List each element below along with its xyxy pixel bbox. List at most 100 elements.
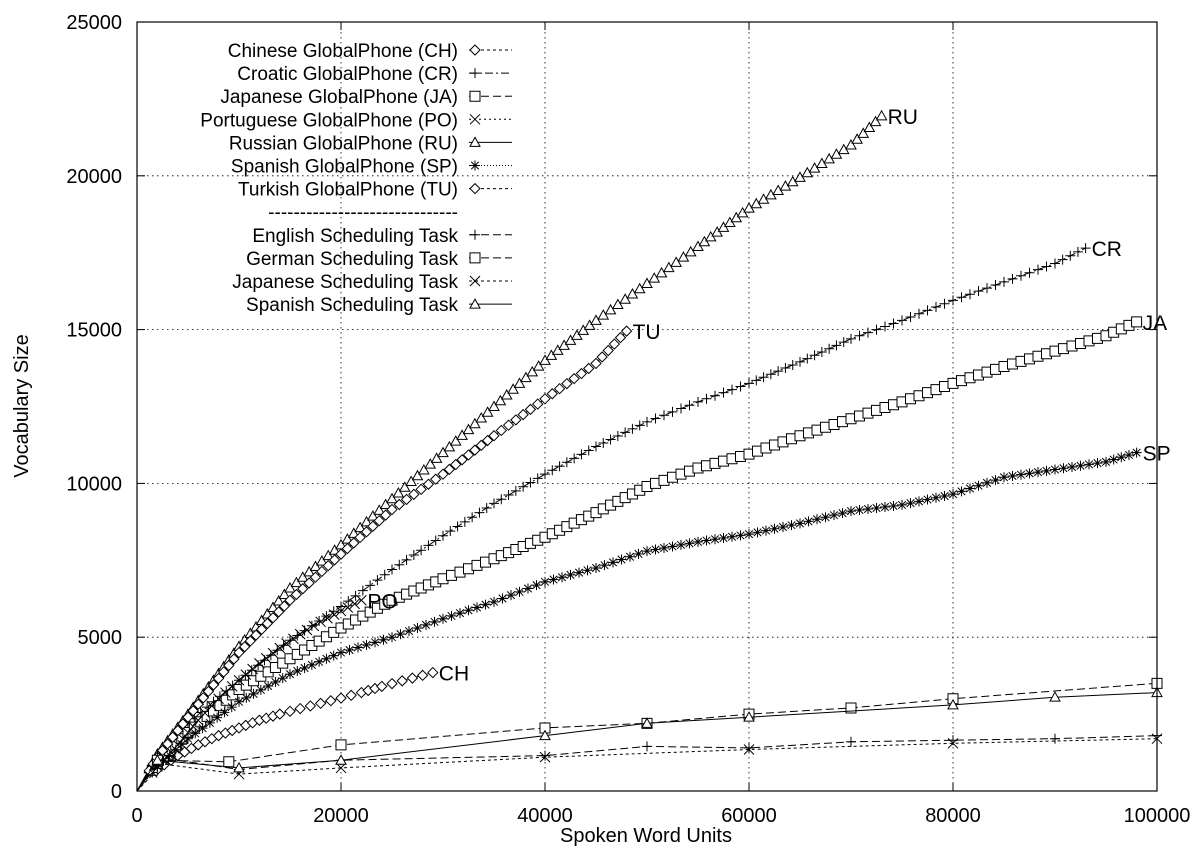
data-marker [956,292,967,303]
data-marker [591,562,601,573]
legend-marker [469,136,481,147]
data-marker [896,396,908,408]
data-marker [172,724,184,737]
data-marker [308,620,320,632]
data-marker [675,468,687,480]
data-marker [387,564,397,575]
legend-marker [470,68,480,79]
data-marker [1049,345,1061,357]
data-marker [820,512,831,523]
data-marker [489,498,499,509]
data-marker [506,590,516,601]
data-marker [406,672,419,684]
data-marker [939,381,950,393]
data-marker [1007,470,1018,481]
data-marker [255,684,266,695]
data-marker [744,378,754,389]
series-line [136,321,1137,792]
data-marker [829,510,839,521]
data-marker [973,286,984,297]
data-marker [1024,353,1035,365]
data-marker [502,419,515,431]
data-marker [463,563,474,575]
data-marker [223,756,235,768]
data-marker [905,312,916,323]
data-marker [261,617,274,630]
data-marker [379,569,390,580]
data-marker [481,503,492,514]
data-marker [290,576,303,588]
data-marker [1108,454,1119,465]
data-marker [274,708,286,720]
data-marker [626,287,639,299]
data-marker [718,387,729,398]
legend-label: Portuguese GlobalPhone (PO) [200,110,458,131]
data-marker [1072,246,1083,257]
data-marker [620,427,631,438]
data-marker [336,601,346,612]
data-marker [596,351,608,363]
data-marker [197,723,208,734]
data-marker [684,538,695,549]
data-marker [217,666,230,678]
data-marker [1016,270,1026,281]
data-marker [1015,355,1027,367]
data-marker [701,393,712,404]
data-marker [614,331,627,344]
data-marker [469,444,481,456]
data-marker [1092,458,1103,469]
data-marker [452,521,463,532]
data-marker [321,653,332,664]
data-marker [956,486,967,497]
data-marker [294,702,306,715]
data-marker [620,325,633,337]
data-marker [405,475,417,486]
data-marker [583,445,594,456]
data-marker [693,396,703,407]
data-marker [743,711,755,722]
data-marker [692,462,704,474]
data-marker [659,542,669,553]
data-marker [999,472,1009,483]
series-line [136,682,1158,792]
series-end-label: RU [888,106,918,129]
data-marker [446,610,457,621]
data-marker [547,465,558,476]
data-marker [322,549,335,561]
data-marker [263,680,274,691]
data-marker [424,458,437,469]
data-marker [336,647,346,658]
data-marker [965,483,975,494]
data-marker [234,696,244,707]
series-end-label: TU [633,321,661,344]
data-marker [641,277,653,288]
data-marker [1065,250,1076,261]
y-tick-label: 20000 [66,166,122,188]
data-marker [598,437,609,448]
data-marker [480,556,491,568]
data-marker [650,413,661,424]
data-marker [828,418,840,430]
data-marker [297,583,309,595]
data-marker [278,588,291,599]
data-marker [532,473,543,484]
legend-marker [470,160,480,171]
data-marker [863,504,873,515]
data-marker [233,761,245,773]
data-marker [532,360,545,371]
legend-entry: Spanish Scheduling Task [246,295,512,316]
plot-frame [136,21,1158,792]
data-marker [354,531,366,544]
data-marker [846,506,856,517]
series-end-label: CH [439,663,469,686]
data-marker [684,245,697,257]
data-marker [820,421,831,433]
data-marker [272,594,285,606]
data-marker [361,639,372,650]
x-tick-label: 0 [131,805,142,827]
data-marker [373,504,386,515]
data-marker [769,523,780,534]
series-end-label: SP [1143,443,1171,466]
data-marker [316,565,328,578]
data-marker [846,333,856,344]
